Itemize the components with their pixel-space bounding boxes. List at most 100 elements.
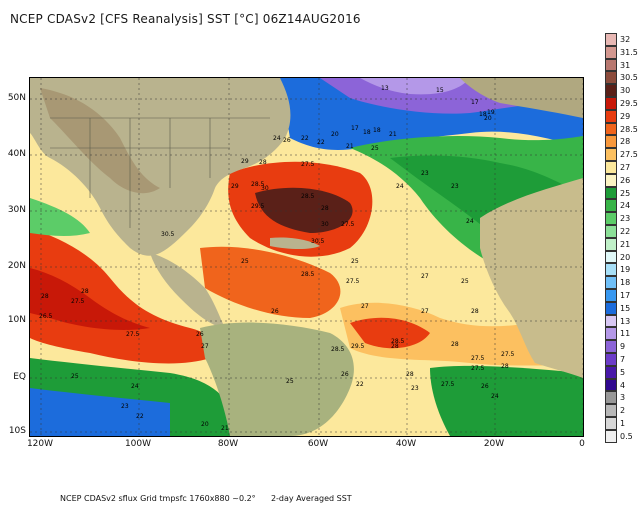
colorbar-label-14: 23 — [620, 214, 631, 224]
sst-label-59: 27.5 — [126, 331, 140, 338]
hot-pool-core — [255, 187, 353, 233]
sst-label-63: 24 — [131, 383, 139, 390]
sst-label-21: 29 — [231, 183, 239, 190]
colorbar-label-31: 0.5 — [620, 431, 633, 441]
sst-label-38: 27 — [421, 273, 429, 280]
lon-label-4: 40W — [395, 439, 417, 449]
lat-label-3: 20N — [7, 261, 26, 271]
colorbar-label-4: 30 — [620, 86, 631, 96]
sst-map: 13 15 17 18 19 20 17 18 18 21 20 24 26 22 22 21 25 29 28 27… — [29, 77, 584, 437]
sst-label-10: 20 — [331, 131, 339, 138]
sst-label-30: 29.5 — [251, 203, 265, 210]
map-footer: NCEP CDASv2 sflux Grid tmpsfc 1760x880 ~… — [60, 494, 352, 503]
sst-label-43: 26.5 — [39, 313, 53, 320]
colorbar-label-29: 2 — [620, 406, 626, 416]
colorbar-label-17: 20 — [620, 252, 631, 262]
sst-label-67: 24 — [491, 393, 499, 400]
sst-label-37: 27.5 — [346, 278, 360, 285]
sst-label-64: 25 — [286, 378, 294, 385]
colorbar-cell-20 — [605, 289, 617, 302]
sst-label-50: 28 — [451, 341, 459, 348]
sst-label-6: 17 — [351, 125, 359, 132]
colorbar-label-6: 29 — [620, 111, 631, 121]
colorbar-cell-5 — [605, 97, 617, 110]
sst-label-61: 27 — [201, 343, 209, 350]
colorbar-cell-29 — [605, 404, 617, 417]
colorbar-label-24: 9 — [620, 342, 626, 352]
sst-label-69: 22 — [136, 413, 144, 420]
colorbar-cell-28 — [605, 391, 617, 405]
east-pacific-hot — [30, 268, 150, 330]
lat-label-6: 10S — [8, 426, 26, 436]
colorbar-cell-25 — [605, 353, 617, 366]
sst-label-16: 25 — [371, 145, 379, 152]
sst-label-5: 20 — [484, 115, 492, 122]
lon-label-2: 80W — [217, 439, 239, 449]
sst-label-31: 28 — [321, 205, 329, 212]
colorbar-label-18: 19 — [620, 265, 631, 275]
colorbar-cell-6 — [605, 109, 617, 123]
colorbar-label-13: 24 — [620, 201, 631, 211]
sst-label-58: 28 — [391, 343, 399, 350]
colorbar-cell-8 — [605, 135, 617, 149]
colorbar-label-8: 28 — [620, 137, 631, 147]
sst-label-23: 30 — [261, 185, 269, 192]
sst-label-4: 19 — [487, 109, 495, 116]
sst-label-17: 29 — [241, 158, 249, 165]
colorbar-cell-24 — [605, 340, 617, 353]
colorbar-label-9: 27.5 — [620, 150, 638, 160]
colorbar-cell-11 — [605, 173, 617, 187]
colorbar-cell-23 — [605, 327, 617, 341]
sst-label-29: 30.5 — [161, 231, 175, 238]
sst-label-34: 25 — [241, 258, 249, 265]
footer-source: NCEP CDASv2 sflux Grid tmpsfc 1760x880 ~… — [60, 494, 256, 503]
footer-note: 2-day Averaged SST — [270, 494, 352, 503]
colorbar-cell-10 — [605, 161, 617, 174]
south-atlantic-green — [430, 365, 583, 436]
colorbar-cell-15 — [605, 225, 617, 238]
sst-label-51: 27.5 — [471, 355, 485, 362]
sst-label-24: 28.5 — [301, 193, 315, 200]
colorbar-label-26: 5 — [620, 367, 626, 377]
sst-label-27: 23 — [451, 183, 459, 190]
colorbar-label-23: 11 — [620, 329, 631, 339]
sst-label-39: 25 — [461, 278, 469, 285]
sst-label-44: 27 — [361, 303, 369, 310]
colorbar-cell-3 — [605, 71, 617, 85]
colorbar-label-10: 27 — [620, 163, 631, 172]
sst-label-68: 23 — [121, 403, 129, 410]
sst-label-36: 28.5 — [301, 271, 315, 278]
lon-label-3: 60W — [307, 439, 329, 449]
sst-label-53: 28 — [406, 371, 414, 378]
sst-label-11: 24 — [273, 135, 281, 142]
sst-label-71: 21 — [221, 425, 229, 432]
sst-label-8: 18 — [373, 127, 381, 134]
colorbar-label-25: 7 — [620, 355, 626, 364]
colorbar-cell-18 — [605, 263, 617, 277]
sst-label-42: 28 — [41, 293, 49, 300]
lon-label-0: 120W — [26, 439, 54, 449]
cuba-land — [270, 237, 320, 249]
lat-label-5: EQ — [13, 372, 26, 382]
colorbar-cell-2 — [605, 58, 617, 72]
greenland-europe-land — [460, 78, 583, 118]
sst-label-15: 21 — [346, 143, 354, 150]
lat-label-1: 40N — [7, 149, 26, 159]
colorbar-cell-0 — [605, 33, 617, 46]
colorbar-label-20: 17 — [620, 291, 631, 300]
east-pacific-warm — [30, 228, 214, 364]
colorbar-label-22: 13 — [620, 316, 631, 326]
sst-label-0: 13 — [381, 85, 389, 92]
sst-label-41: 27.5 — [71, 298, 85, 305]
sst-label-62: 25 — [71, 373, 79, 380]
political-borders — [50, 117, 270, 228]
sst-label-33: 30.5 — [311, 238, 325, 245]
sst-label-22: 28.5 — [251, 181, 265, 188]
colorbar-label-30: 1 — [620, 419, 626, 428]
colorbar-cell-12 — [605, 186, 617, 200]
colorbar-cell-9 — [605, 148, 617, 161]
sst-label-9: 21 — [389, 131, 397, 138]
lat-lon-grid — [30, 78, 583, 436]
colorbar-label-1: 31.5 — [620, 47, 638, 57]
sst-label-28: 24 — [466, 218, 474, 225]
